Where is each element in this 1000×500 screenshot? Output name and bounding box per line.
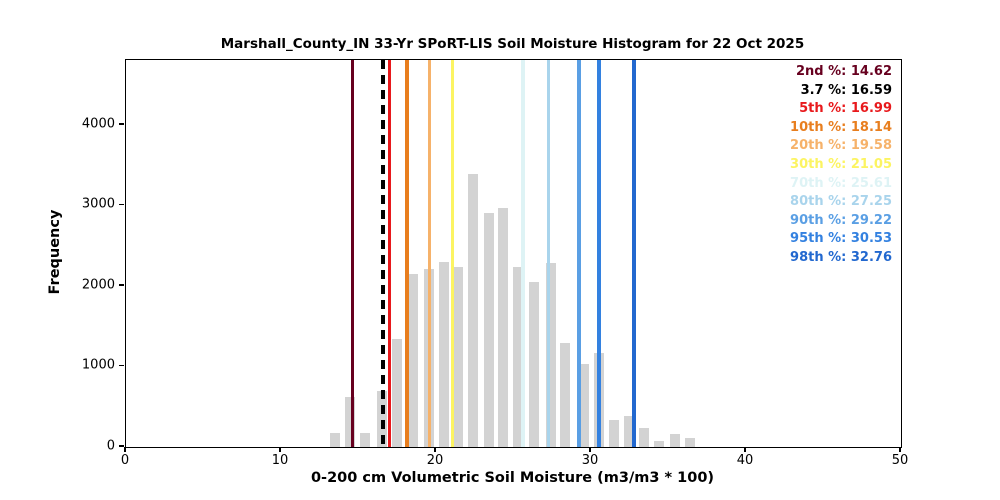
histogram-bar <box>453 266 464 447</box>
y-tick-mark <box>119 203 124 206</box>
percentile-line <box>405 60 409 447</box>
x-tick-label: 50 <box>891 453 909 468</box>
y-axis-label: Frequency <box>47 209 63 295</box>
histogram-bar <box>685 437 696 447</box>
y-tick-mark <box>119 364 124 367</box>
x-tick-mark <box>434 447 436 452</box>
histogram-bar <box>545 263 556 447</box>
histogram-bar <box>669 433 680 447</box>
percentile-line <box>387 60 392 447</box>
legend-row: 70th %: 25.61 <box>790 175 892 191</box>
percentile-line <box>350 60 355 447</box>
y-tick-mark <box>119 123 124 125</box>
histogram-bar <box>528 281 539 447</box>
legend-row: 2nd %: 14.62 <box>795 64 892 79</box>
histogram-bar <box>392 339 403 447</box>
legend-row: 90th %: 29.22 <box>790 212 892 228</box>
percentile-line <box>381 60 385 447</box>
plot-area: 2nd %: 14.62 3.7 %: 16.59 5th %: 16.99 10th… <box>125 59 902 448</box>
percentile-line <box>450 60 455 447</box>
histogram-bar <box>344 397 355 447</box>
legend-row: 30th %: 21.05 <box>790 156 892 172</box>
x-tick-mark <box>589 447 591 452</box>
y-tick-label: 1000 <box>81 357 115 373</box>
histogram-bar <box>359 433 370 447</box>
legend-row: 98th %: 32.76 <box>790 249 892 265</box>
histogram-bar <box>407 273 418 447</box>
percentile-line <box>597 60 601 447</box>
legend-row: 5th %: 16.99 <box>799 101 892 117</box>
x-tick-mark <box>279 447 281 452</box>
legend-row: 3.7 %: 16.59 <box>800 82 892 98</box>
x-tick-label: 20 <box>426 453 444 468</box>
x-tick-label: 10 <box>271 453 289 468</box>
histogram-bar <box>623 416 634 447</box>
histogram-bar <box>330 432 341 447</box>
histogram-bar <box>639 427 650 447</box>
legend-row: 10th %: 18.14 <box>790 119 892 135</box>
y-tick-label: 0 <box>106 438 115 454</box>
y-tick-label: 2000 <box>81 277 115 293</box>
y-tick-mark <box>119 284 124 286</box>
legend-row: 95th %: 30.53 <box>790 231 892 247</box>
x-tick-label: 0 <box>120 453 130 468</box>
percentile-line <box>521 60 525 447</box>
histogram-bar <box>513 266 524 447</box>
percentile-line <box>546 60 551 447</box>
histogram-bar <box>468 174 479 447</box>
histogram-bar <box>560 343 571 447</box>
chart-title: Marshall_County_IN 33-Yr SPoRT-LIS Soil … <box>220 36 805 52</box>
histogram-bar <box>654 441 665 447</box>
y-tick-label: 3000 <box>81 196 115 212</box>
x-tick-mark <box>124 447 126 452</box>
histogram-bar <box>609 420 620 447</box>
x-axis-label: 0-200 cm Volumetric Soil Moisture (m3/m3… <box>310 470 715 486</box>
x-tick-mark <box>744 447 746 452</box>
percentile-line <box>577 60 581 447</box>
x-tick-label: 30 <box>581 453 599 468</box>
histogram-bar <box>438 261 449 447</box>
x-tick-mark <box>899 447 901 452</box>
percentile-lines-layer <box>126 60 901 447</box>
percentile-line <box>427 60 432 447</box>
histogram-bar <box>579 363 590 447</box>
histogram-bar <box>483 212 494 447</box>
y-tick-label: 4000 <box>81 116 115 132</box>
x-tick-label: 40 <box>736 453 754 468</box>
percentile-legend: 2nd %: 14.62 3.7 %: 16.59 5th %: 16.99 10th… <box>790 63 892 268</box>
y-tick-mark <box>119 445 124 447</box>
legend-row: 20th %: 19.58 <box>790 138 892 154</box>
histogram-bar <box>498 207 509 447</box>
legend-row: 80th %: 27.25 <box>790 194 892 210</box>
percentile-line <box>632 60 636 447</box>
